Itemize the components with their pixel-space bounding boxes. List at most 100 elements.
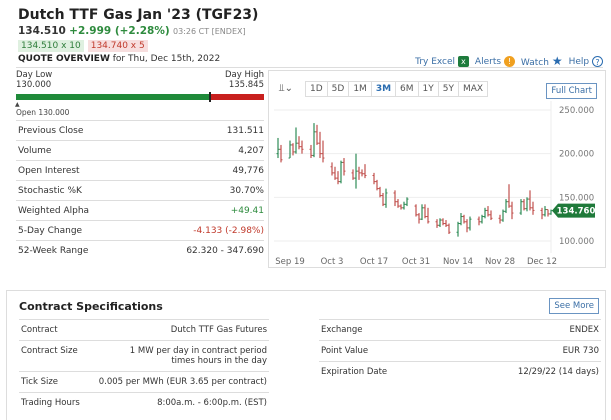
ask-badge: 134.740 x 5 [87,40,148,52]
stat-label: Open Interest [18,165,80,176]
spec-row: Point Value EUR 730 [319,340,601,361]
alerts-link[interactable]: Alerts ! [474,55,515,67]
last-price-marker [209,92,212,102]
toolbar: Try Excel x Alerts ! Watch ★ Help ? [415,54,603,68]
day-low-label: Day Low [16,70,53,80]
see-more-button[interactable]: See More [549,298,599,314]
divider [16,67,603,68]
bid-badge: 134.510 x 10 [18,40,84,52]
section-title: Contract Specifications [19,300,163,313]
period-5d[interactable]: 5D [328,82,350,96]
period-6m[interactable]: 6M [396,82,419,96]
period-1y[interactable]: 1Y [419,82,439,96]
spec-row: Tick Size 0.005 per MWh (EUR 3.65 per con… [19,371,269,392]
last-price-label: 134.760 [557,207,596,217]
x-tick-label: Oct 3 [321,257,344,267]
alert-icon: ! [503,55,515,67]
overview-date: for Thu, Dec 15th, 2022 [112,54,221,64]
try-excel-link[interactable]: Try Excel x [415,55,469,67]
period-1m[interactable]: 1M [349,82,372,96]
x-tick-label: Nov 28 [485,257,515,267]
stat-row: 5-Day Change -4.133 (-2.98%) [16,220,264,240]
price-chart[interactable]: 250.000 200.000 150.000 100.000 Sep 19 Oct 3 O… [268,70,606,268]
stat-value: 131.511 [226,125,264,136]
spec-label: Expiration Date [321,367,388,377]
y-tick-label: 200.000 [559,150,594,160]
help-label: Help [568,56,590,67]
alerts-label: Alerts [474,56,502,67]
quote-overview-heading: QUOTE OVERVIEW for Thu, Dec 15th, 2022 [18,54,220,64]
spec-row: Contract Dutch TTF Gas Futures [19,319,269,340]
stat-value: +49.41 [230,205,264,216]
y-tick-label: 250.000 [559,106,594,116]
stat-row: Volume 4,207 [16,140,264,160]
stat-value: 49,776 [232,165,265,176]
stat-value: 30.70% [229,185,264,196]
stat-label: Weighted Alpha [18,205,90,216]
page-title: Dutch TTF Gas Jan '23 (TGF23) [18,7,259,23]
y-tick-label: 100.000 [559,237,594,247]
spec-label: Contract Size [21,346,78,356]
spec-column-right: Exchange ENDEX Point Value EUR 730 Expiratio… [319,319,601,382]
spec-label: Contract [21,325,58,335]
stat-value: -4.133 (-2.98%) [193,225,264,236]
spec-value: 12/29/22 (14 days) [517,367,599,377]
price-change: +2.999 (+2.28%) [69,25,170,37]
spec-label: Trading Hours [21,398,80,408]
ohlc-chart-svg: 250.000 200.000 150.000 100.000 Sep 19 Oct 3 O… [274,101,596,267]
stat-row: Open Interest 49,776 [16,160,264,180]
stats-list: Previous Close 131.511 Volume 4,207 Open Int… [16,120,264,260]
period-5y[interactable]: 5Y [439,82,459,96]
watch-label: Watch [520,58,549,68]
spec-value: EUR 730 [562,346,599,356]
spec-label: Exchange [321,325,363,335]
chart-type-dropdown[interactable]: ⫫⌄ [279,83,293,94]
stat-value: 62.320 - 347.690 [186,245,264,256]
stat-label: 52-Week Range [18,245,89,256]
day-high-value: 135.845 [228,80,264,90]
stat-label: 5-Day Change [18,225,83,236]
spec-label: Tick Size [21,377,59,387]
help-icon: ? [592,55,603,67]
open-label: Open 130.000 [16,108,70,117]
stat-row: Stochastic %K 30.70% [16,180,264,200]
spec-value: ENDEX [569,325,599,335]
day-high-label: Day High [224,70,264,80]
stat-row: Weighted Alpha +49.41 [16,200,264,220]
stat-label: Previous Close [18,125,84,136]
spec-row: Contract Size 1 MW per day in contract pe… [19,340,269,371]
spec-value: 0.005 per MWh (EUR 3.65 per contract) [98,377,267,387]
stat-label: Stochastic %K [18,185,82,196]
quote-stats-panel: Day Low Day High 130.000 135.845 ▲ Open 130… [15,70,264,260]
spec-label: Point Value [321,346,369,356]
x-tick-label: Oct 17 [360,257,388,267]
period-3m[interactable]: 3M [372,82,397,96]
full-chart-button[interactable]: Full Chart [546,83,597,99]
day-range-bar [16,92,264,102]
spec-column-left: Contract Dutch TTF Gas Futures Contract Si… [19,319,269,413]
day-low-value: 130.000 [16,80,52,90]
stat-value: 4,207 [238,145,264,156]
help-link[interactable]: Help ? [568,55,603,67]
x-tick-label: Sep 19 [275,257,305,267]
spec-value: Dutch TTF Gas Futures [170,325,267,335]
excel-icon: x [457,55,469,67]
x-tick-label: Oct 31 [402,257,430,267]
quote-line: 134.510 +2.999 (+2.28%) 03:26 CT [ENDEX] [18,25,246,37]
open-marker: ▲ Open 130.000 [15,101,264,118]
watch-link[interactable]: Watch ★ [521,54,563,68]
bid-ask-badges: 134.510 x 10 134.740 x 5 [18,40,152,52]
y-tick-label: 150.000 [559,193,594,203]
period-1d[interactable]: 1D [306,82,328,96]
period-max[interactable]: MAX [463,84,484,94]
spec-row: Trading Hours 8:00a.m. - 6:00p.m. (EST) [19,392,269,413]
open-triangle-icon: ▲ [15,101,20,108]
contract-specifications: Contract Specifications See More Contrac… [6,290,606,420]
period-selector: 1D 5D 1M 3M 6M 1Y 5Y MAX [305,81,489,97]
range-fill [16,94,210,100]
overview-label: QUOTE OVERVIEW [18,54,110,64]
try-excel-label: Try Excel [415,56,456,67]
spec-value: 1 MW per day in contract period times ho… [129,346,267,366]
quote-time: 03:26 CT [ENDEX] [173,27,246,36]
star-icon: ★ [551,54,563,68]
